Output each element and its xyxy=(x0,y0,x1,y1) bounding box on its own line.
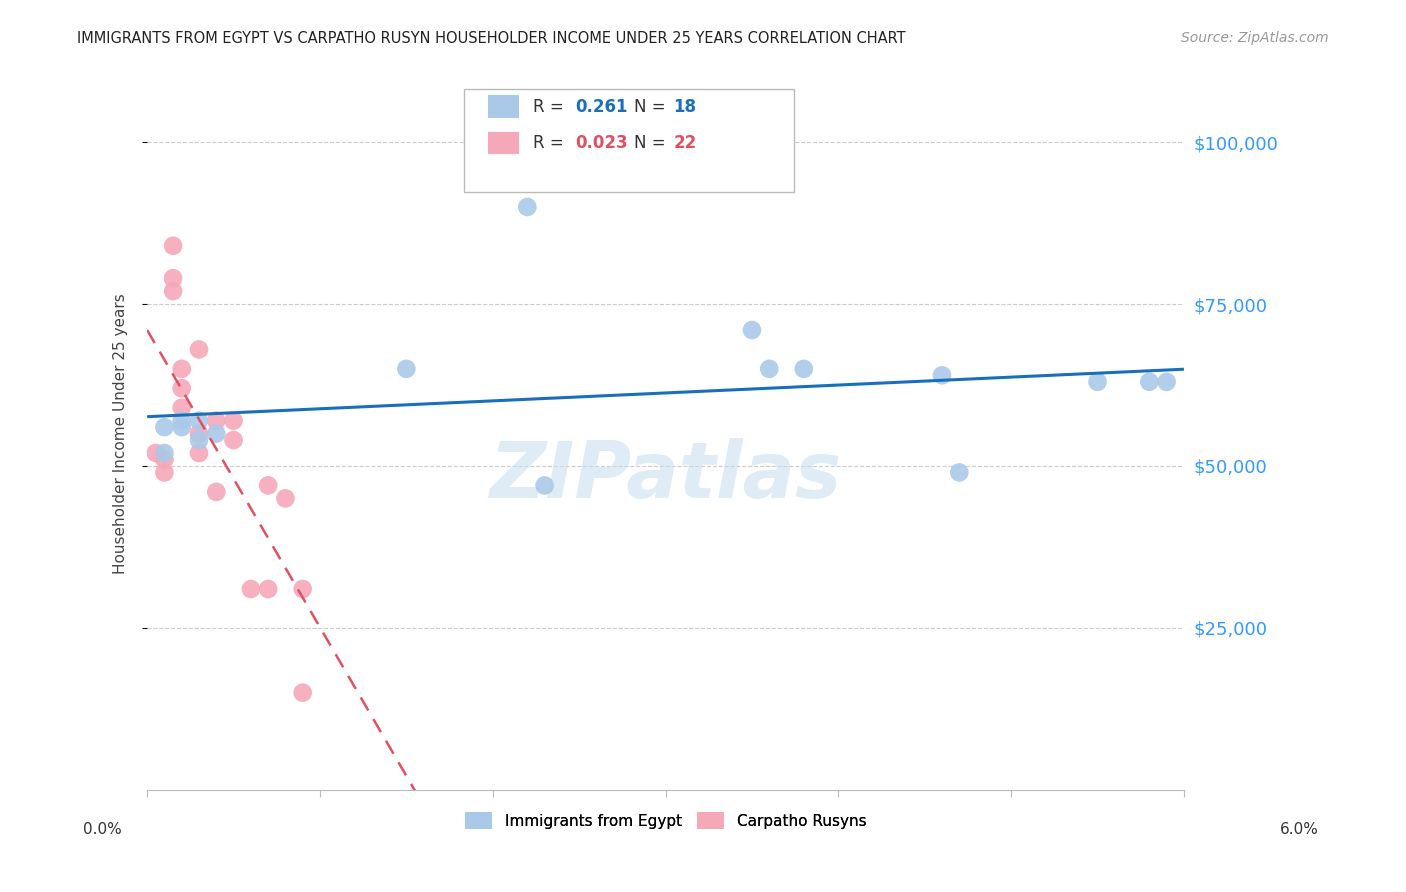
Legend: Immigrants from Egypt, Carpatho Rusyns: Immigrants from Egypt, Carpatho Rusyns xyxy=(458,805,872,836)
Point xyxy=(222,433,245,447)
Point xyxy=(170,414,193,428)
Point xyxy=(188,433,211,447)
Point xyxy=(153,466,176,480)
Point xyxy=(188,426,211,441)
Point xyxy=(533,478,555,492)
Point xyxy=(153,452,176,467)
Point xyxy=(931,368,953,383)
Point xyxy=(162,271,184,285)
Point xyxy=(1087,375,1109,389)
Point xyxy=(188,414,211,428)
Point xyxy=(153,446,176,460)
Point xyxy=(188,446,211,460)
Point xyxy=(274,491,297,506)
Text: IMMIGRANTS FROM EGYPT VS CARPATHO RUSYN HOUSEHOLDER INCOME UNDER 25 YEARS CORREL: IMMIGRANTS FROM EGYPT VS CARPATHO RUSYN … xyxy=(77,31,905,46)
Point xyxy=(395,362,418,376)
Point xyxy=(205,426,228,441)
Point xyxy=(239,582,262,596)
Point xyxy=(170,362,193,376)
Point xyxy=(188,343,211,357)
Text: R =: R = xyxy=(533,134,569,153)
Text: N =: N = xyxy=(634,134,671,153)
Text: 6.0%: 6.0% xyxy=(1279,822,1319,837)
Point xyxy=(205,484,228,499)
Text: ZIPatlas: ZIPatlas xyxy=(489,438,842,515)
Text: R =: R = xyxy=(533,97,569,116)
Point xyxy=(291,686,314,700)
Text: N =: N = xyxy=(634,97,671,116)
Point xyxy=(153,420,176,434)
Point xyxy=(162,284,184,298)
Y-axis label: Householder Income Under 25 years: Householder Income Under 25 years xyxy=(114,293,128,574)
Point xyxy=(170,381,193,395)
Point xyxy=(291,582,314,596)
Point xyxy=(741,323,763,337)
Point xyxy=(793,362,815,376)
Point xyxy=(1156,375,1178,389)
Text: 22: 22 xyxy=(673,134,697,153)
Text: Source: ZipAtlas.com: Source: ZipAtlas.com xyxy=(1181,31,1329,45)
Point xyxy=(758,362,780,376)
Point xyxy=(516,200,538,214)
Point xyxy=(257,582,280,596)
Text: 0.0%: 0.0% xyxy=(83,822,122,837)
Point xyxy=(205,414,228,428)
Point xyxy=(170,401,193,415)
Text: 18: 18 xyxy=(673,97,696,116)
Text: 0.023: 0.023 xyxy=(575,134,627,153)
Text: 0.261: 0.261 xyxy=(575,97,627,116)
Point xyxy=(145,446,167,460)
Point xyxy=(948,466,970,480)
Point xyxy=(170,420,193,434)
Point xyxy=(162,239,184,253)
Point xyxy=(1137,375,1160,389)
Point xyxy=(257,478,280,492)
Point xyxy=(222,414,245,428)
